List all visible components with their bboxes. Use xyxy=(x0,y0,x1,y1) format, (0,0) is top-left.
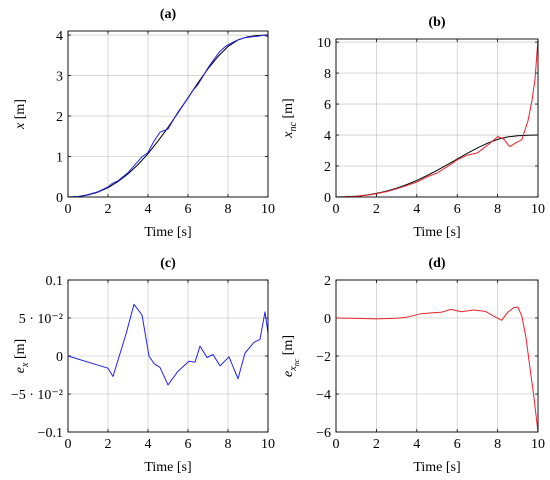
ytick-label-b: 4 xyxy=(324,129,331,144)
xtick-label-d: 8 xyxy=(494,437,501,452)
xtick-label-c: 0 xyxy=(65,437,72,452)
plot-frame-c xyxy=(67,279,269,433)
xtick-label-b: 2 xyxy=(373,202,380,217)
ytick-label-b: 10 xyxy=(317,36,331,51)
title-d: (d) xyxy=(428,256,445,271)
xtick-label-a: 2 xyxy=(105,202,112,217)
ytick-label-d: −6 xyxy=(316,426,331,441)
panel-b: (b) 0 2 4 6 8 10 0 2 4 6 8 10 Time [s] xnc [m] xyxy=(281,15,545,240)
xtick-label-b: 0 xyxy=(333,202,340,217)
grid-c xyxy=(67,279,269,433)
panel-c: (c) 0 2 4 6 8 10 −0.1 −5 · 10⁻² 0 5 · 10⁻² 0.1 Tim… xyxy=(11,256,275,475)
xtick-label-b: 6 xyxy=(454,202,461,217)
xlabel-b: Time [s] xyxy=(413,225,460,240)
xtick-label-a: 6 xyxy=(185,202,192,217)
ytick-label-b: 6 xyxy=(324,98,331,113)
xtick-label-a: 10 xyxy=(261,202,275,217)
xtick-label-d: 4 xyxy=(413,437,420,452)
panel-a: (a) 0 2 4 6 8 10 0 1 2 3 4 Time [s] x [m] xyxy=(13,7,275,240)
title-b: (b) xyxy=(428,15,445,30)
xtick-label-b: 8 xyxy=(494,202,501,217)
xtick-label-a: 8 xyxy=(225,202,232,217)
ytick-label-c: −0.1 xyxy=(38,426,63,441)
ytick-label-c: −5 · 10⁻² xyxy=(11,388,63,403)
xtick-label-a: 0 xyxy=(65,202,72,217)
xtick-label-c: 10 xyxy=(261,437,275,452)
ytick-label-d: −4 xyxy=(316,388,331,403)
grid-a xyxy=(67,31,269,198)
xtick-label-a: 4 xyxy=(145,202,152,217)
ticks-d: 0 2 4 6 8 10 −6 −4 −2 0 2 xyxy=(316,274,545,452)
xtick-label-c: 6 xyxy=(185,437,192,452)
ylabel-a: x [m] xyxy=(13,99,28,130)
ytick-label-a: 2 xyxy=(56,110,63,125)
ytick-label-a: 1 xyxy=(56,151,63,166)
ylabel-c: ex [m] xyxy=(13,339,31,373)
ticks-b: 0 2 4 6 8 10 0 2 4 6 8 10 xyxy=(317,36,545,217)
xtick-label-d: 0 xyxy=(333,437,340,452)
ticks-a: 0 2 4 6 8 10 0 1 2 3 4 xyxy=(56,29,275,217)
series-c xyxy=(67,303,269,386)
xtick-label-d: 6 xyxy=(454,437,461,452)
ytick-label-b: 2 xyxy=(324,160,331,175)
panel-d: (d) 0 2 4 6 8 10 −6 −4 −2 0 2 Time [s] exnc [m] xyxy=(281,256,545,475)
xtick-label-d: 2 xyxy=(373,437,380,452)
series-d xyxy=(335,306,539,433)
series-line-d-0 xyxy=(335,306,539,433)
xtick-label-c: 4 xyxy=(145,437,152,452)
series-a xyxy=(67,34,269,198)
series-line-a-1 xyxy=(67,34,269,198)
xtick-label-b: 4 xyxy=(413,202,420,217)
series-line-c-0 xyxy=(67,303,269,386)
xtick-label-b: 10 xyxy=(531,202,545,217)
ylabel-b: xnc [m] xyxy=(281,98,299,138)
xlabel-d: Time [s] xyxy=(413,460,460,475)
plot-frame-d xyxy=(335,279,539,433)
ytick-label-b: 8 xyxy=(324,67,331,82)
ytick-label-d: 2 xyxy=(324,274,331,289)
ytick-label-d: −2 xyxy=(316,350,331,365)
xtick-label-c: 8 xyxy=(225,437,232,452)
xlabel-c: Time [s] xyxy=(144,460,191,475)
grid-d xyxy=(335,279,539,433)
ylabel-d: exnc [m] xyxy=(281,335,301,377)
xtick-label-d: 10 xyxy=(531,437,545,452)
series-b xyxy=(335,38,539,198)
ytick-label-d: 0 xyxy=(324,312,331,327)
ytick-label-a: 3 xyxy=(56,70,63,85)
ytick-label-a: 4 xyxy=(56,29,63,44)
series-line-b-1 xyxy=(335,38,539,198)
xlabel-a: Time [s] xyxy=(144,225,191,240)
title-a: (a) xyxy=(160,7,177,22)
plot-frame-a xyxy=(67,30,269,198)
ticks-c: 0 2 4 6 8 10 −0.1 −5 · 10⁻² 0 5 · 10⁻² 0.1 xyxy=(11,274,275,452)
title-c: (c) xyxy=(160,256,176,271)
ytick-label-c: 0 xyxy=(56,350,63,365)
xtick-label-c: 2 xyxy=(105,437,112,452)
ytick-label-a: 0 xyxy=(56,191,63,206)
ytick-label-c: 0.1 xyxy=(46,274,64,289)
plot-frame-b xyxy=(335,38,539,198)
ytick-label-c: 5 · 10⁻² xyxy=(19,312,63,327)
ytick-label-b: 0 xyxy=(324,191,331,206)
